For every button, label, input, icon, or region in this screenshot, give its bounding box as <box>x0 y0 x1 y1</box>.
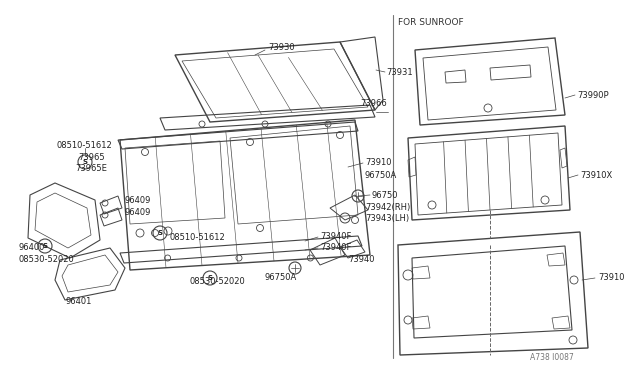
Text: S: S <box>157 230 163 236</box>
Text: S: S <box>42 243 47 249</box>
Text: 73966: 73966 <box>360 99 387 108</box>
Text: 73942(RH): 73942(RH) <box>365 202 410 212</box>
Text: 73910X: 73910X <box>580 170 612 180</box>
Text: 73940F: 73940F <box>320 244 351 253</box>
Text: 96750: 96750 <box>372 190 399 199</box>
Text: 96750A: 96750A <box>265 273 297 282</box>
Text: 73990P: 73990P <box>577 90 609 99</box>
Text: 08530-52020: 08530-52020 <box>18 256 74 264</box>
Text: S: S <box>207 275 212 281</box>
Text: 73943(LH): 73943(LH) <box>365 214 409 222</box>
Text: FOR SUNROOF: FOR SUNROOF <box>398 17 463 26</box>
Text: 73931: 73931 <box>386 67 413 77</box>
Text: 96409: 96409 <box>124 196 150 205</box>
Text: 73910: 73910 <box>598 273 625 282</box>
Text: 08510-51612: 08510-51612 <box>170 232 226 241</box>
Text: 96400: 96400 <box>18 244 44 253</box>
Text: 96750A: 96750A <box>365 170 397 180</box>
Text: A738 I0087: A738 I0087 <box>530 353 573 362</box>
Text: 08530-52020: 08530-52020 <box>190 278 246 286</box>
Text: 08510-51612: 08510-51612 <box>56 141 112 150</box>
Text: 73940: 73940 <box>348 256 374 264</box>
Text: 73965E: 73965E <box>75 164 107 173</box>
Text: 73940F: 73940F <box>320 231 351 241</box>
Text: 96401: 96401 <box>65 298 92 307</box>
Text: 73910: 73910 <box>365 157 392 167</box>
Text: 96409: 96409 <box>124 208 150 217</box>
Text: S: S <box>83 159 88 165</box>
Text: 73930: 73930 <box>268 42 294 51</box>
Text: 73965: 73965 <box>78 153 104 161</box>
